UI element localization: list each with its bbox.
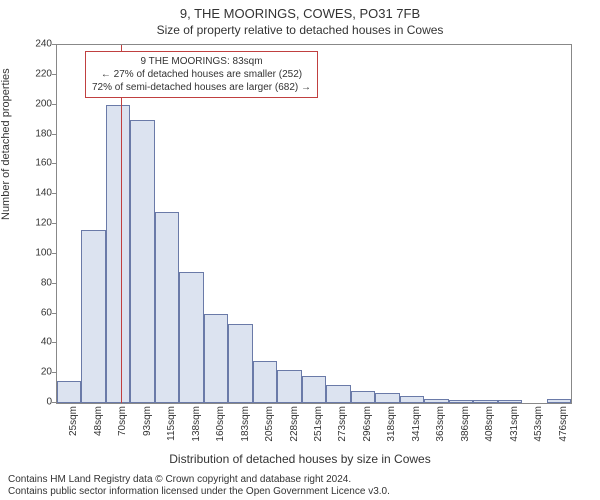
x-tick-label: 115sqm <box>166 406 177 446</box>
y-axis-label: Number of detached properties <box>0 68 12 220</box>
x-tick-label: 453sqm <box>533 406 544 446</box>
info-callout: 9 THE MOORINGS: 83sqm← 27% of detached h… <box>85 51 318 98</box>
y-tick-label: 180 <box>22 128 52 139</box>
attribution-text: Contains HM Land Registry data © Crown c… <box>8 474 390 498</box>
y-tick-label: 100 <box>22 247 52 258</box>
y-tick-label: 160 <box>22 158 52 169</box>
x-tick-label: 363sqm <box>435 406 446 446</box>
y-tick-label: 240 <box>22 39 52 50</box>
x-tick-label: 160sqm <box>215 406 226 446</box>
x-tick-label: 386sqm <box>460 406 471 446</box>
x-tick-label: 93sqm <box>142 406 153 446</box>
chart-subtitle: Size of property relative to detached ho… <box>0 21 600 37</box>
histogram-bar <box>253 361 277 403</box>
histogram-bar <box>106 105 130 403</box>
histogram-bar <box>498 400 522 403</box>
x-tick-label: 205sqm <box>264 406 275 446</box>
histogram-bar <box>375 393 399 403</box>
x-tick-label: 228sqm <box>289 406 300 446</box>
histogram-bar <box>130 120 154 403</box>
chart-container: 9, THE MOORINGS, COWES, PO31 7FB Size of… <box>0 0 600 500</box>
x-tick-label: 138sqm <box>191 406 202 446</box>
y-tick-label: 140 <box>22 188 52 199</box>
y-tick-label: 20 <box>22 367 52 378</box>
info-line: 9 THE MOORINGS: 83sqm <box>92 55 311 68</box>
x-tick-label: 25sqm <box>68 406 79 446</box>
info-line: ← 27% of detached houses are smaller (25… <box>92 68 311 81</box>
x-tick-label: 431sqm <box>509 406 520 446</box>
y-tick-label: 60 <box>22 307 52 318</box>
attribution-line: Contains public sector information licen… <box>8 486 390 498</box>
attribution-line: Contains HM Land Registry data © Crown c… <box>8 474 390 486</box>
histogram-bar <box>326 385 350 403</box>
y-tick-label: 220 <box>22 68 52 79</box>
histogram-bar <box>473 400 497 403</box>
x-tick-label: 341sqm <box>411 406 422 446</box>
histogram-bar <box>228 324 252 403</box>
x-tick-label: 476sqm <box>558 406 569 446</box>
histogram-bar <box>277 370 301 403</box>
x-tick-label: 48sqm <box>93 406 104 446</box>
y-tick-label: 120 <box>22 218 52 229</box>
x-tick-label: 408sqm <box>484 406 495 446</box>
x-tick-label: 296sqm <box>362 406 373 446</box>
histogram-bar <box>400 396 424 403</box>
y-tick-label: 200 <box>22 98 52 109</box>
y-tick-label: 40 <box>22 337 52 348</box>
x-tick-label: 318sqm <box>386 406 397 446</box>
histogram-bar <box>81 230 105 403</box>
histogram-bar <box>449 400 473 403</box>
x-tick-label: 251sqm <box>313 406 324 446</box>
histogram-bar <box>351 391 375 403</box>
histogram-bar <box>302 376 326 403</box>
y-tick-label: 0 <box>22 397 52 408</box>
histogram-bar <box>204 314 228 404</box>
y-tick-label: 80 <box>22 277 52 288</box>
x-tick-label: 273sqm <box>337 406 348 446</box>
histogram-bar <box>547 399 571 403</box>
histogram-bar <box>424 399 448 403</box>
plot-area: 9 THE MOORINGS: 83sqm← 27% of detached h… <box>56 44 572 404</box>
x-axis-label: Distribution of detached houses by size … <box>0 452 600 466</box>
histogram-bar <box>155 212 179 403</box>
reference-line <box>121 45 122 403</box>
chart-title: 9, THE MOORINGS, COWES, PO31 7FB <box>0 0 600 21</box>
x-tick-label: 70sqm <box>117 406 128 446</box>
histogram-bar <box>179 272 203 403</box>
info-line: 72% of semi-detached houses are larger (… <box>92 81 311 94</box>
x-tick-label: 183sqm <box>240 406 251 446</box>
histogram-bar <box>57 381 81 403</box>
